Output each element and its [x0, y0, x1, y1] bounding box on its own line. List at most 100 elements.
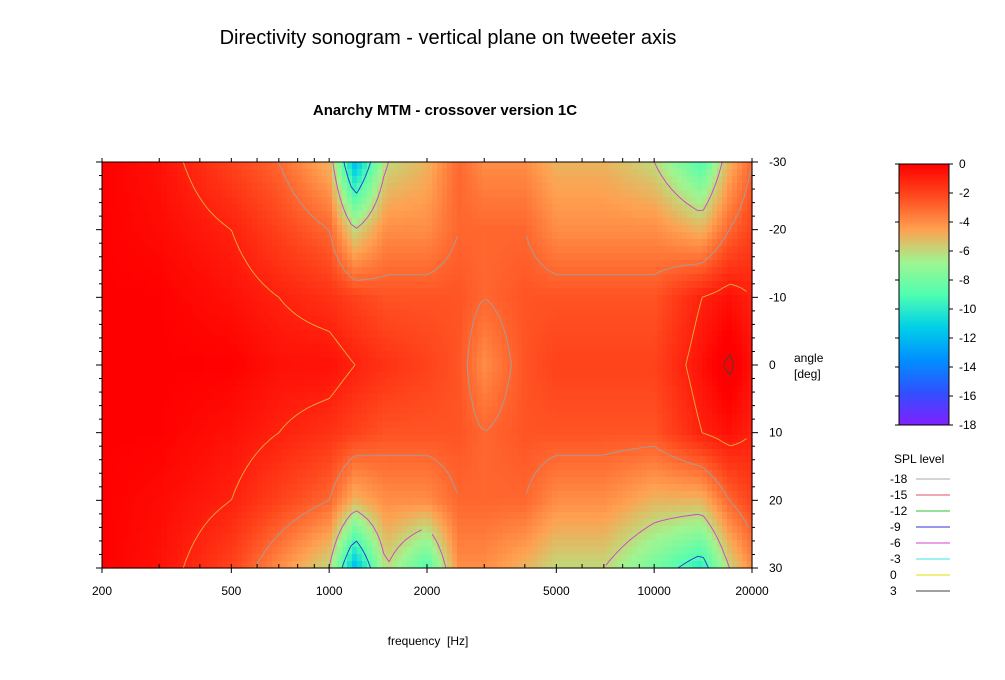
heat-cell	[102, 302, 108, 310]
chart-title: Directivity sonogram - vertical plane on…	[220, 27, 677, 49]
heat-cell	[527, 211, 533, 219]
heat-cell	[632, 274, 638, 282]
heat-cell	[607, 337, 613, 345]
heat-cell	[457, 358, 463, 366]
heat-cell	[657, 379, 663, 387]
heat-cell	[267, 379, 273, 387]
heat-cell	[617, 204, 623, 212]
heat-cell	[162, 330, 168, 338]
heat-cell	[632, 337, 638, 345]
heat-cell	[747, 190, 753, 198]
heat-cell	[672, 204, 678, 212]
heat-cell	[572, 309, 578, 317]
heat-cell	[467, 302, 473, 310]
heat-cell	[197, 232, 203, 240]
heat-cell	[332, 288, 338, 296]
heat-cell	[247, 190, 253, 198]
heat-cell	[362, 358, 368, 366]
heat-cell	[622, 316, 628, 324]
heat-cell	[522, 407, 528, 415]
heat-cell	[147, 176, 153, 184]
heat-cell	[417, 274, 423, 282]
heat-cell	[682, 323, 688, 331]
heat-cell	[542, 218, 548, 226]
heat-cell	[617, 407, 623, 415]
heat-cell	[142, 274, 148, 282]
heat-cell	[632, 365, 638, 373]
heat-cell	[117, 351, 123, 359]
heat-cell	[252, 295, 258, 303]
heat-cell	[377, 421, 383, 429]
heat-cell	[717, 232, 723, 240]
heat-cell	[697, 176, 703, 184]
heat-cell	[482, 274, 488, 282]
heat-cell	[527, 288, 533, 296]
heat-cell	[142, 218, 148, 226]
heat-cell	[697, 358, 703, 366]
heat-cell	[552, 337, 558, 345]
heat-cell	[317, 295, 323, 303]
heat-cell	[582, 330, 588, 338]
heat-cell	[512, 302, 518, 310]
heat-cell	[217, 309, 223, 317]
heat-cell	[657, 372, 663, 380]
heat-cell	[322, 232, 328, 240]
heat-cell	[517, 183, 523, 191]
heat-cell	[647, 204, 653, 212]
heat-cell	[717, 365, 723, 373]
heat-cell	[352, 197, 358, 205]
heat-cell	[387, 253, 393, 261]
heat-cell	[542, 393, 548, 401]
heat-cell	[462, 281, 468, 289]
heat-cell	[642, 239, 648, 247]
heat-cell	[537, 253, 543, 261]
heat-cell	[242, 358, 248, 366]
heat-cell	[632, 379, 638, 387]
heat-cell	[277, 414, 283, 422]
heat-cell	[732, 218, 738, 226]
heat-cell	[517, 274, 523, 282]
heat-cell	[212, 309, 218, 317]
heat-cell	[432, 309, 438, 317]
heat-cell	[342, 344, 348, 352]
heat-cell	[562, 302, 568, 310]
heat-cell	[317, 365, 323, 373]
heat-cell	[482, 379, 488, 387]
heat-cell	[242, 351, 248, 359]
heat-cell	[272, 407, 278, 415]
heat-cell	[542, 323, 548, 331]
heat-cell	[482, 176, 488, 184]
heat-cell	[227, 176, 233, 184]
heat-cell	[442, 232, 448, 240]
heat-cell	[592, 197, 598, 205]
heat-cell	[312, 351, 318, 359]
heat-cell	[167, 323, 173, 331]
heat-cell	[187, 365, 193, 373]
heat-cell	[692, 337, 698, 345]
heat-cell	[222, 407, 228, 415]
heat-cell	[397, 414, 403, 422]
heat-cell	[627, 407, 633, 415]
heat-cell	[447, 288, 453, 296]
heat-cell	[372, 183, 378, 191]
heat-cell	[247, 232, 253, 240]
heat-cell	[472, 330, 478, 338]
heat-cell	[652, 365, 658, 373]
heat-cell	[282, 225, 288, 233]
heat-cell	[397, 176, 403, 184]
heat-cell	[397, 344, 403, 352]
heat-cell	[712, 295, 718, 303]
heat-cell	[397, 400, 403, 408]
heat-cell	[237, 379, 243, 387]
heat-cell	[387, 351, 393, 359]
heat-cell	[317, 379, 323, 387]
heat-cell	[307, 358, 313, 366]
heat-cell	[402, 211, 408, 219]
heat-cell	[232, 372, 238, 380]
heat-cell	[362, 246, 368, 254]
heat-cell	[727, 218, 733, 226]
heat-cell	[412, 414, 418, 422]
heat-cell	[472, 211, 478, 219]
heat-cell	[182, 239, 188, 247]
heat-cell	[132, 281, 138, 289]
